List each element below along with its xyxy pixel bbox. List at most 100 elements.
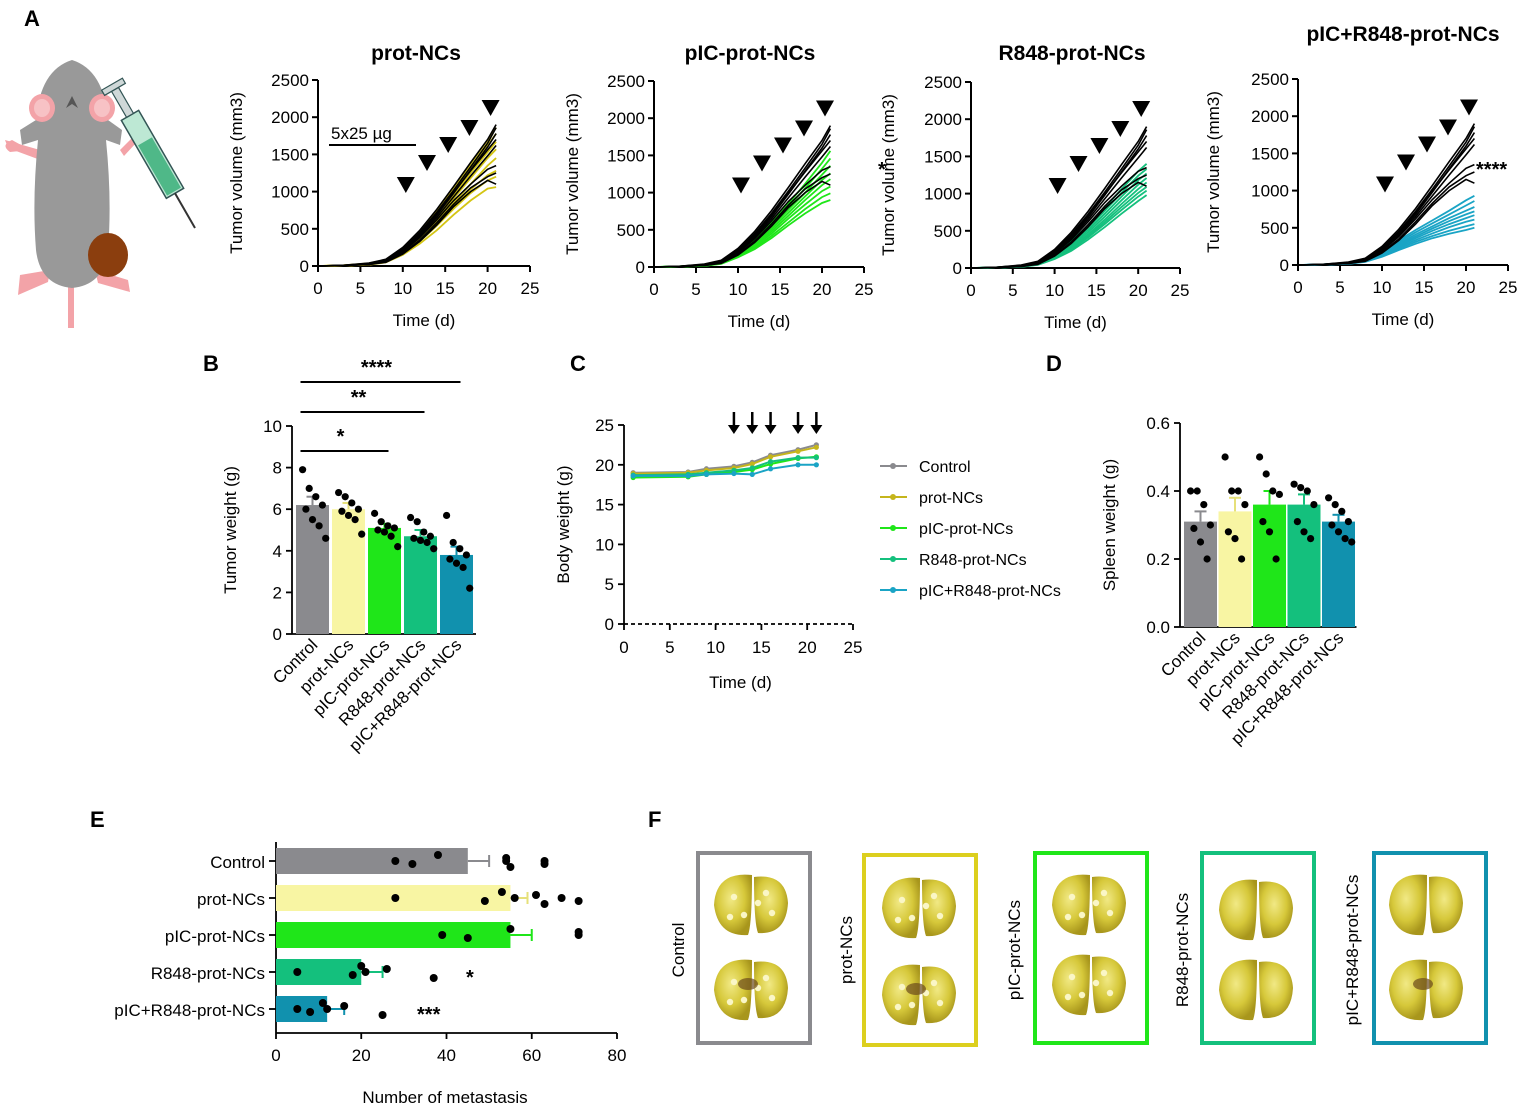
y-tick-label: 8 [273, 459, 282, 478]
data-point [299, 466, 307, 474]
y-tick-label: 1500 [271, 145, 309, 164]
dose-triangle [418, 155, 436, 171]
x-axis-label: Time (d) [709, 673, 772, 692]
data-point [574, 928, 583, 936]
y-tick-label: 2500 [271, 71, 309, 90]
lung-frame-r848-prot-ncs [1200, 851, 1316, 1045]
dose-arrow-head [810, 425, 823, 434]
treated-series-line [317, 186, 497, 267]
legend-marker [890, 525, 896, 531]
y-tick-label: 0 [300, 257, 309, 276]
data-point [382, 965, 391, 973]
y-tick-label: 20 [595, 456, 614, 475]
x-tick-label: 25 [855, 280, 874, 299]
legend-label: pIC-prot-NCs [919, 521, 1013, 538]
x-tick-label: 15 [752, 638, 771, 657]
lung-lobe-left [1052, 954, 1090, 1016]
metastasis-nodule [754, 899, 762, 907]
metastasis-nodule [1064, 993, 1072, 1001]
x-tick-label: 10 [393, 279, 412, 298]
data-point [426, 532, 434, 540]
x-tick-label: 5 [1008, 281, 1017, 300]
y-tick-label: 1000 [607, 184, 645, 203]
lung-label-control: Control [669, 923, 688, 978]
data-point [1262, 470, 1270, 478]
lung-lobe-left [1219, 879, 1257, 941]
data-point [1190, 524, 1198, 533]
data-point [407, 513, 415, 522]
data-point [322, 534, 330, 542]
x-tick-label: 10 [1373, 278, 1392, 297]
data-point [1241, 501, 1249, 509]
data-point [502, 854, 511, 862]
control-series-line [970, 181, 1147, 269]
series-point [795, 448, 801, 454]
data-point [358, 530, 366, 538]
metastasis-nodule [1092, 979, 1100, 987]
metastasis-nodule [1106, 989, 1114, 997]
y-tick-label: 1000 [271, 183, 309, 202]
y-tick-label: 2500 [924, 73, 962, 92]
chart-title: pIC-prot-NCs [685, 42, 816, 65]
data-point [433, 851, 442, 859]
x-tick-label: 25 [521, 279, 540, 298]
x-tick-label: 10 [1045, 281, 1064, 300]
dose-triangle [774, 137, 792, 154]
lung-lobe-left [1052, 874, 1090, 936]
y-tick-label: 1500 [924, 147, 962, 166]
y-tick-label: 0 [636, 258, 645, 277]
series-point [749, 471, 755, 477]
lung-dark-region [1413, 978, 1433, 990]
category-label: prot-NCs [197, 890, 265, 909]
x-tick-label: 0 [649, 280, 658, 299]
chart-title: pIC+R848-prot-NCs [1306, 23, 1499, 46]
bar [1218, 511, 1252, 627]
metastasis-nodule [768, 909, 776, 917]
data-point [338, 507, 346, 515]
metastasis-nodule [1100, 889, 1108, 897]
x-tick-label: 20 [352, 1046, 371, 1065]
series-point [731, 470, 737, 477]
body-weight-chart: 0 5 10 15 20 25 0 5 10 15 20 25 Time (d) Body weight … [554, 412, 1061, 692]
lung-photos [714, 874, 1463, 1026]
panel-label-d: D [1046, 351, 1062, 376]
legend-marker [890, 587, 896, 593]
metastasis-nodule [898, 896, 906, 904]
metastasis-nodule [762, 889, 770, 897]
dose-triangle [816, 100, 834, 117]
dose-triangle [1439, 119, 1457, 136]
y-tick-label: 1000 [924, 185, 962, 204]
data-point [348, 499, 356, 507]
y-axis-label: Tumor volume (mm3) [227, 92, 246, 254]
panel-label-f: F [648, 807, 661, 832]
dose-triangle [732, 177, 750, 194]
data-point [1231, 535, 1239, 543]
data-point [408, 860, 417, 868]
x-axis-label: Time (d) [1372, 310, 1435, 329]
bar [276, 922, 511, 948]
series-line [633, 456, 817, 477]
dose-triangle [1397, 154, 1415, 171]
series-point [685, 473, 691, 479]
y-axis-label: Spleen weight (g) [1100, 459, 1119, 591]
x-tick-label: 10 [706, 638, 725, 657]
y-tick-label: 0.6 [1146, 414, 1170, 433]
y-tick-label: 2500 [607, 72, 645, 91]
dose-triangle [795, 120, 813, 137]
data-point [1256, 453, 1264, 461]
x-tick-label: 0 [619, 638, 628, 657]
series-point [767, 466, 774, 472]
x-tick-label: 20 [813, 280, 832, 299]
data-point [1228, 487, 1236, 495]
x-tick-label: 25 [1499, 278, 1518, 297]
y-tick-label: 10 [595, 535, 614, 554]
data-point [1193, 487, 1201, 495]
data-point [391, 857, 400, 865]
y-tick-label: 1000 [1251, 182, 1289, 201]
lung-dark-region [906, 983, 926, 995]
control-series-line [653, 180, 831, 268]
lung-frame-pic-prot-ncs [1033, 851, 1149, 1045]
data-point [1275, 490, 1283, 498]
data-point [416, 536, 425, 545]
